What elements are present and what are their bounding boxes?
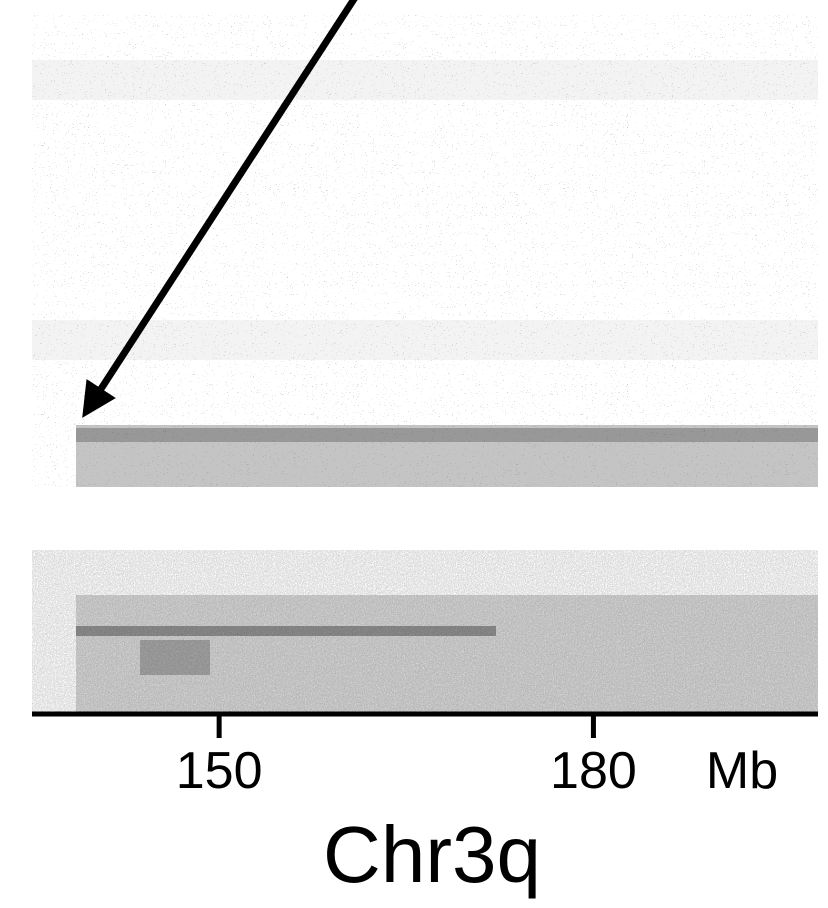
heatmap-band: [76, 626, 496, 636]
x-tick-label: 150: [176, 742, 263, 800]
arrow: [82, 0, 358, 418]
x-ticks: 150 180: [176, 714, 637, 800]
heatmap-band: [32, 60, 818, 100]
heatmap-band: [76, 425, 818, 487]
x-unit: Mb: [706, 742, 778, 800]
heatmap-band: [140, 640, 210, 675]
heatmap-band: [32, 320, 818, 360]
heatmap-band: [76, 595, 818, 712]
heatmap-texture: [32, 15, 818, 487]
heatmap-band: [76, 428, 818, 442]
heatmap-bottom: [32, 550, 818, 712]
heatmap-top: [32, 15, 818, 487]
heatmap-texture: [32, 550, 818, 712]
x-tick-label: 180: [550, 742, 637, 800]
x-axis-label: Chr3q: [323, 810, 541, 899]
